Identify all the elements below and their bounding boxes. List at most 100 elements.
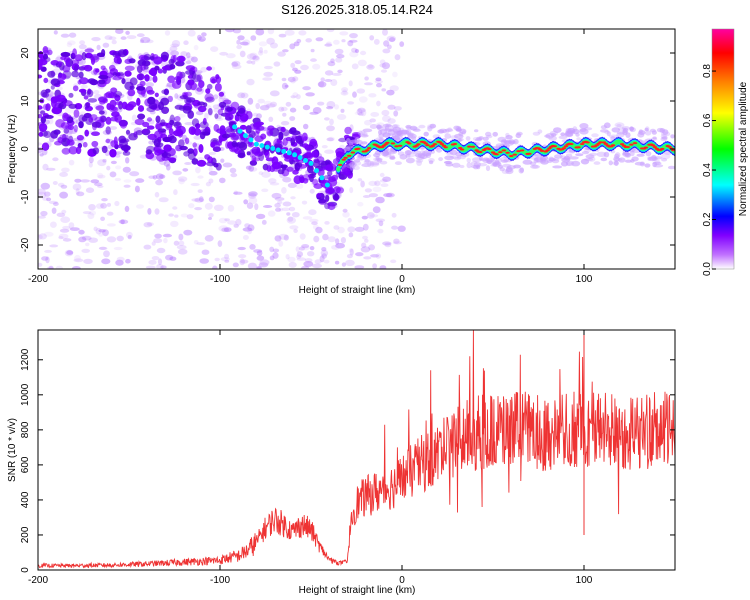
heat-halo-blob — [653, 164, 664, 168]
heat-noise-blob — [357, 59, 367, 67]
heat-halo-blob — [391, 124, 398, 129]
heat-signal-blob — [50, 78, 61, 86]
heat-peak-cell — [253, 141, 259, 147]
heat-noise-blob — [326, 106, 334, 110]
heat-noise-blob — [90, 179, 100, 184]
heat-noise-blob — [193, 240, 199, 245]
heat-signal-blob — [153, 56, 163, 65]
heat-noise-blob — [246, 78, 255, 86]
heat-noise-blob — [78, 229, 85, 235]
heat-ridge-cell — [660, 147, 665, 150]
heat-noise-blob — [204, 112, 209, 120]
heat-noise-blob — [59, 172, 68, 177]
heat-noise-blob — [317, 101, 325, 106]
heat-signal-blob — [72, 48, 77, 58]
heat-noise-blob — [116, 256, 125, 262]
heat-noise-blob — [251, 60, 256, 65]
heat-noise-blob — [114, 200, 120, 207]
heat-noise-blob — [289, 225, 299, 230]
heat-halo-blob — [427, 125, 433, 132]
heat-noise-blob — [368, 93, 377, 98]
heat-noise-blob — [85, 242, 90, 247]
heat-signal-blob — [157, 68, 164, 74]
heat-ridge-cell — [580, 143, 585, 145]
heat-noise-blob — [324, 117, 330, 121]
heat-halo-blob — [415, 159, 424, 163]
heat-noise-blob — [263, 205, 273, 208]
heat-noise-blob — [104, 35, 113, 40]
heat-noise-blob — [38, 142, 43, 146]
heat-ridge-cell — [337, 163, 343, 166]
heat-signal-blob — [78, 114, 86, 123]
heat-noise-blob — [375, 77, 382, 82]
heat-halo-blob — [393, 124, 400, 128]
heat-noise-blob — [96, 172, 104, 179]
heat-signal-blob — [88, 116, 93, 123]
heat-noise-blob — [131, 114, 137, 122]
heat-noise-blob — [222, 162, 233, 168]
heat-noise-blob — [267, 29, 275, 35]
heat-ridge-cell — [671, 149, 675, 152]
heat-signal-blob — [218, 91, 225, 97]
heat-signal-blob — [189, 81, 197, 91]
heat-signal-blob — [178, 105, 186, 111]
heat-noise-blob — [278, 106, 285, 112]
heat-signal-blob — [57, 73, 67, 81]
heat-noise-blob — [287, 76, 296, 83]
heat-halo-blob — [497, 157, 502, 163]
heat-signal-blob — [38, 105, 43, 110]
heat-noise-blob — [270, 42, 278, 49]
heat-noise-blob — [256, 250, 263, 256]
heat-peak-cell — [243, 133, 248, 139]
heat-noise-blob — [72, 183, 82, 191]
heat-noise-blob — [171, 40, 181, 47]
heat-signal-blob — [260, 133, 267, 140]
heat-halo-blob — [500, 156, 510, 163]
heat-noise-blob — [78, 44, 87, 50]
heat-signal-blob — [61, 147, 71, 155]
heat-noise-blob — [298, 30, 307, 36]
heat-noise-blob — [305, 38, 313, 43]
colorbar-ticks: 0.0 0.2 0.4 0.6 0.8 — [702, 64, 716, 276]
heat-noise-blob — [278, 33, 287, 38]
heat-noise-blob — [340, 237, 346, 244]
heat-noise-blob — [240, 259, 249, 264]
heat-noise-blob — [342, 208, 348, 213]
heat-noise-blob — [208, 213, 214, 218]
heat-halo-blob — [411, 150, 421, 155]
heat-halo-blob — [648, 156, 658, 162]
heat-halo-blob — [429, 123, 437, 129]
heatmap-y-tick-label: 0 — [20, 146, 31, 152]
heat-noise-blob — [266, 37, 275, 45]
heat-signal-blob — [118, 135, 127, 144]
heat-halo-blob — [346, 138, 351, 144]
heat-halo-blob — [553, 127, 562, 133]
heat-halo-blob — [405, 129, 412, 136]
heat-halo-blob — [353, 159, 361, 163]
heat-halo-blob — [499, 167, 505, 172]
heat-halo-blob — [579, 128, 587, 132]
heat-halo-blob — [533, 157, 539, 164]
heat-noise-blob — [187, 29, 196, 37]
heat-noise-blob — [268, 178, 277, 184]
heat-halo-blob — [614, 153, 620, 159]
snr-x-axis-title: Height of straight line (km) — [299, 585, 416, 596]
heat-noise-blob — [93, 226, 98, 232]
heat-noise-blob — [168, 213, 174, 217]
heat-noise-blob — [249, 167, 258, 172]
heat-noise-blob — [281, 82, 288, 90]
heat-noise-blob — [191, 198, 201, 202]
heat-noise-blob — [143, 244, 152, 250]
heat-noise-blob — [182, 168, 189, 172]
heat-halo-blob — [579, 123, 589, 129]
heat-signal-blob — [317, 168, 325, 177]
heat-noise-blob — [382, 115, 391, 122]
heat-noise-blob — [60, 184, 68, 189]
heat-noise-blob — [140, 36, 151, 44]
heat-noise-blob — [208, 178, 214, 184]
snr-x-tick-label: 100 — [576, 575, 593, 586]
heat-noise-blob — [263, 49, 268, 54]
heat-noise-blob — [364, 82, 373, 86]
snr-y-tick-label: 1200 — [20, 348, 31, 371]
heat-noise-blob — [231, 60, 241, 67]
